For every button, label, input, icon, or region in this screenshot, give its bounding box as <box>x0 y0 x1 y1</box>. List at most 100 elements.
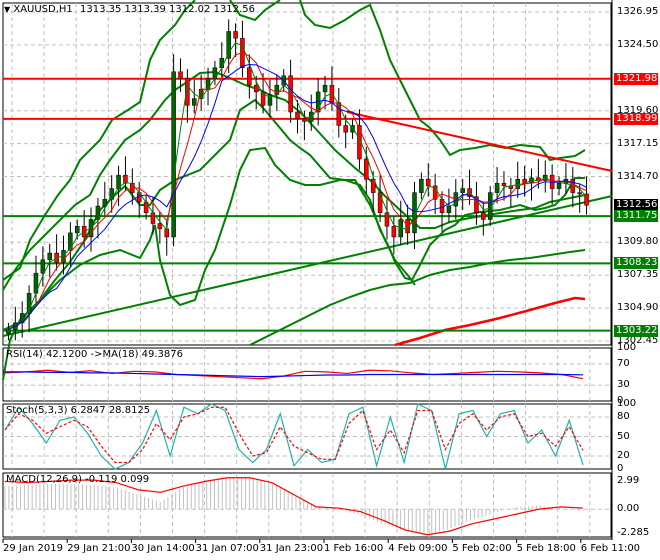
candle-bull <box>192 98 197 106</box>
candle-bear <box>364 158 369 180</box>
long-ma-red <box>394 296 586 347</box>
candle-bear <box>577 192 582 195</box>
candle-bull <box>494 182 500 193</box>
macd-axis-label: 0.00 <box>617 503 640 515</box>
price-tick-label: 1307.35 <box>617 269 659 280</box>
time-tick-label: 1 Feb 16:00 <box>324 543 384 554</box>
moving-average-0 <box>8 42 587 331</box>
time-tick-label: 6 Feb 11:00 <box>580 543 641 554</box>
stoch-k-line <box>4 403 584 470</box>
rsi-axis-label: 30 <box>617 379 630 391</box>
ohlc-values: 1313.35 1313.39 1312.02 1312.56 <box>79 4 255 15</box>
bollinger-band-2 <box>299 0 586 162</box>
candle-bear <box>501 182 507 187</box>
rsi-axis-label: 70 <box>617 357 630 369</box>
candle-bull <box>26 293 32 314</box>
candle-bull <box>6 329 11 334</box>
candle-bull <box>219 58 225 68</box>
candle-bear <box>295 111 300 120</box>
price-level-tag: 1308.23 <box>614 257 658 270</box>
price-level-tag: 1321.98 <box>614 72 658 85</box>
price-tick-label: 1314.70 <box>617 171 659 182</box>
candle-bear <box>481 212 486 220</box>
rsi-line <box>4 369 584 380</box>
trendline-support <box>2 195 613 337</box>
candle-bull <box>412 192 417 234</box>
price-tick-label: 1324.50 <box>617 39 659 50</box>
rsi-axis-label: 0 <box>617 395 624 406</box>
macd-label: MACD(12,26,9) -0.119 0.099 <box>6 474 150 485</box>
trendline-resistance <box>346 111 613 172</box>
candle-bull <box>68 232 73 251</box>
price-level-tag: 1311.75 <box>614 210 658 223</box>
stoch-axis-label: 50 <box>617 430 630 442</box>
price-level-tag: 1318.99 <box>614 112 658 125</box>
candle-bear <box>336 102 342 126</box>
candle-bull <box>460 188 465 193</box>
macd-axis-label: -2.285 <box>617 527 650 538</box>
triangle-down-icon[interactable]: ▼ <box>4 5 11 14</box>
price-tick-label: 1317.15 <box>617 138 659 149</box>
candle-bear <box>247 67 252 86</box>
candle-bear <box>260 91 266 106</box>
candle-bull <box>556 182 562 189</box>
bollinger-band-5 <box>2 146 416 381</box>
candle-bull <box>322 84 328 93</box>
price-tick-label: 1309.80 <box>617 236 659 247</box>
stoch-d-line <box>4 406 584 464</box>
price-tick-label: 1302.45 <box>617 335 659 346</box>
stoch-axis-label: 0 <box>617 463 624 474</box>
candle-bear <box>143 201 149 214</box>
rsi-ma-line <box>5 371 584 378</box>
candle-bear <box>157 223 163 230</box>
macd-signal-line <box>4 477 584 536</box>
candle-bear <box>253 84 259 93</box>
price-tick-label: 1319.60 <box>617 105 659 116</box>
candle-bear <box>178 71 183 79</box>
time-tick-label: 31 Jan 23:00 <box>259 543 324 554</box>
time-tick-label: 31 Jan 07:00 <box>195 543 259 554</box>
bollinger-band-4 <box>2 70 586 291</box>
candle-bull <box>419 178 424 193</box>
candle-bull <box>47 252 52 261</box>
moving-average-1 <box>8 52 587 331</box>
bollinger-band-1 <box>229 0 281 22</box>
time-tick-label: 29 Jan 2019 <box>3 543 63 554</box>
candle-bull <box>88 219 94 238</box>
rsi-label: RSI(14) 42.1200 ->MA(18) 49.3876 <box>6 349 183 360</box>
candle-bear <box>584 193 589 206</box>
stoch-label: Stoch(5,3,3) 6.2847 28.8125 <box>6 405 151 416</box>
panel-macd <box>2 472 612 538</box>
stoch-axis-label: 20 <box>617 450 630 461</box>
price-tick-label: 1326.95 <box>617 6 659 17</box>
time-tick-label: 30 Jan 14:00 <box>131 543 195 554</box>
candle-bull <box>446 205 452 214</box>
time-tick-label: 29 Jan 21:00 <box>67 543 131 554</box>
panel-main <box>2 2 612 346</box>
price-level-tag: 1312.56 <box>614 199 658 212</box>
bollinger-band-3 <box>2 98 585 331</box>
candle-bear <box>391 225 397 238</box>
candle-bear <box>370 178 376 193</box>
candle-bull <box>267 94 273 106</box>
candle-bear <box>185 78 190 106</box>
candle-bull <box>350 125 355 133</box>
candle-bear <box>302 118 307 122</box>
candle-bear <box>233 31 238 39</box>
candle-bull <box>205 78 211 90</box>
candle-bull <box>40 259 46 274</box>
macd-axis-label: 2.99 <box>617 475 640 486</box>
candle-bull <box>95 205 101 220</box>
long-ma-green <box>249 249 586 346</box>
time-tick-label: 5 Feb 02:00 <box>452 543 512 554</box>
moving-average-2 <box>8 64 587 331</box>
stoch-axis-label: 80 <box>617 411 630 422</box>
candle-bear <box>384 212 390 227</box>
candle-bear <box>123 174 128 184</box>
symbol-label: XAUUSD,H1 <box>13 4 73 15</box>
price-tick-label: 1304.90 <box>617 302 659 313</box>
candle-bull <box>109 188 114 200</box>
time-tick-label: 5 Feb 18:00 <box>516 543 576 554</box>
bollinger-band-0 <box>2 0 196 281</box>
